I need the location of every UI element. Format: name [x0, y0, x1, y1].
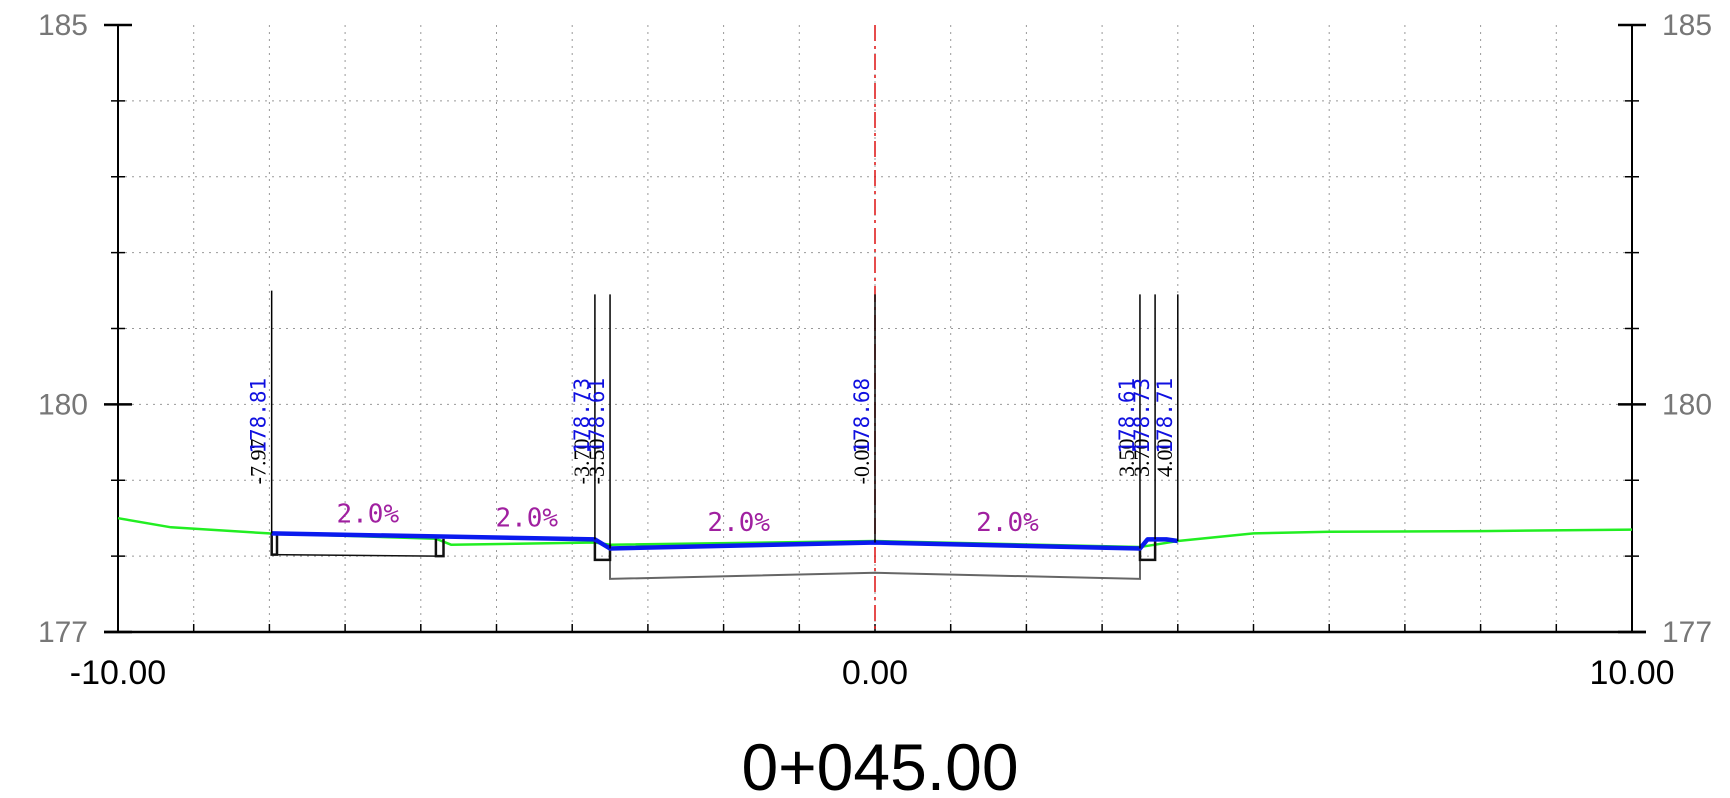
slope-label: 2.0% — [336, 500, 399, 530]
y-tick-label-right: 185 — [1662, 9, 1712, 42]
offset-label: -3.50 — [584, 439, 609, 485]
offset-label: 3.50 — [1114, 439, 1139, 478]
subgrade-line — [609, 548, 1141, 580]
design-surface-line — [271, 531, 1179, 551]
offset-label: 3.70 — [1129, 439, 1154, 478]
offset-label: 4.00 — [1152, 439, 1177, 478]
x-tick-label: -10.00 — [70, 654, 166, 692]
curb-outline — [593, 539, 612, 562]
y-tick-label-right: 177 — [1662, 616, 1712, 649]
curb-outline — [270, 533, 279, 556]
base-outline — [271, 553, 436, 557]
elevation-label: 178.68 — [850, 378, 874, 454]
annotations: -7.97178.81-3.70178.73-3.50178.61-0.0017… — [246, 290, 1179, 549]
elevation-label: 178.81 — [247, 378, 271, 454]
slope-label: 2.0% — [707, 508, 770, 538]
slope-label: 2.0% — [495, 504, 558, 534]
elevation-label: 178.71 — [1153, 378, 1177, 454]
curb-outline — [1138, 539, 1157, 562]
y-tick-label-right: 180 — [1662, 388, 1712, 421]
offset-label: -3.70 — [569, 439, 594, 485]
offset-label: -0.00 — [849, 439, 874, 485]
y-tick-label-left: 185 — [38, 9, 88, 42]
slope-label: 2.0% — [976, 508, 1039, 538]
y-tick-label-left: 180 — [38, 388, 88, 421]
elevation-label: 178.73 — [1130, 378, 1154, 454]
x-tick-label: 10.00 — [1589, 654, 1674, 692]
axes: 185 185 180 180 177 177 -10.00 0.00 10.00 — [38, 9, 1712, 692]
offset-label: -7.97 — [246, 439, 271, 485]
elevation-label: 178.73 — [570, 378, 594, 454]
x-tick-label: 0.00 — [842, 654, 908, 692]
curb-outline — [434, 538, 445, 558]
elevation-label: 178.61 — [585, 378, 609, 454]
y-tick-label-left: 177 — [38, 616, 88, 649]
station-label: 0+045.00 — [741, 730, 1018, 798]
elevation-label: 178.61 — [1115, 378, 1139, 454]
